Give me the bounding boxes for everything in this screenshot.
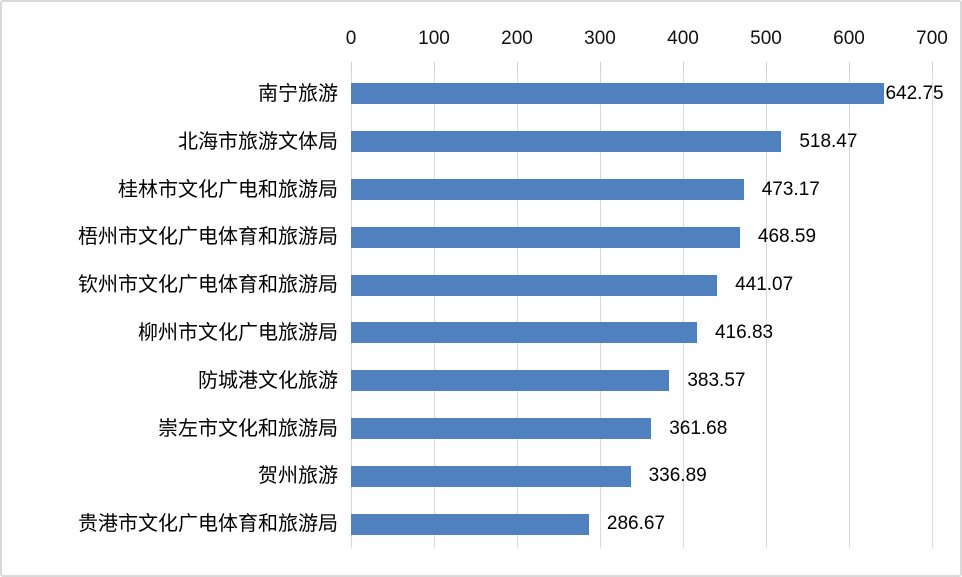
x-axis-tick-icon <box>682 62 684 70</box>
x-axis-tick-label: 100 <box>418 28 450 49</box>
value-label: 383.57 <box>687 369 746 391</box>
x-axis-tick-icon <box>848 62 850 70</box>
bar[interactable] <box>351 131 782 153</box>
x-axis-tick-label: 500 <box>750 28 782 49</box>
gridline <box>848 70 850 548</box>
bar[interactable] <box>351 418 652 439</box>
x-axis-tick-label: 600 <box>833 28 865 49</box>
gridline <box>516 70 518 548</box>
x-axis-tick-icon <box>350 62 352 70</box>
bar[interactable] <box>351 465 631 487</box>
bar[interactable] <box>351 322 697 344</box>
bar[interactable] <box>351 83 885 105</box>
bar[interactable] <box>351 274 718 296</box>
value-label: 468.59 <box>757 226 817 248</box>
category-label: 柳州市文化广电旅游局 <box>138 321 338 344</box>
x-axis-tick-icon <box>516 62 518 70</box>
gridline <box>765 70 767 548</box>
x-axis-tick-label: 300 <box>584 28 616 49</box>
category-label: 梧州市文化广电体育和旅游局 <box>78 226 338 249</box>
value-label: 416.83 <box>714 321 774 343</box>
value-label: 441.07 <box>735 274 794 296</box>
gridline <box>599 70 601 548</box>
gridline <box>350 70 352 548</box>
category-label: 桂林市文化广电和旅游局 <box>118 178 338 201</box>
x-axis-tick-label: 700 <box>916 28 948 49</box>
bar[interactable] <box>351 370 670 392</box>
category-label: 崇左市文化和旅游局 <box>158 417 338 440</box>
x-axis-tick-icon <box>433 62 435 70</box>
x-axis-tick-label: 0 <box>345 28 357 49</box>
bar[interactable] <box>351 513 589 535</box>
value-label: 336.89 <box>648 465 707 487</box>
category-label: 贺州旅游 <box>258 465 338 488</box>
x-axis-tick-label: 200 <box>501 28 533 49</box>
bar[interactable] <box>351 179 744 200</box>
value-label: 642.75 <box>885 82 944 104</box>
gridline <box>682 70 684 548</box>
x-axis-tick-icon <box>931 62 933 70</box>
bar[interactable] <box>351 226 740 248</box>
category-label: 北海市旅游文体局 <box>178 130 338 153</box>
value-label: 518.47 <box>799 130 858 152</box>
category-label: 钦州市文化广电体育和旅游局 <box>78 274 338 297</box>
value-label: 473.17 <box>761 178 820 200</box>
gridline <box>433 70 435 548</box>
value-label: 361.68 <box>669 417 728 439</box>
gridline <box>931 70 933 548</box>
value-label: 286.67 <box>606 513 666 535</box>
category-label: 南宁旅游 <box>258 82 338 105</box>
category-label: 贵港市文化广电体育和旅游局 <box>78 513 338 536</box>
x-axis-tick-label: 400 <box>667 28 699 49</box>
category-label: 防城港文化旅游 <box>198 369 338 392</box>
x-axis-tick-icon <box>599 62 601 70</box>
x-axis-tick-icon <box>765 62 767 70</box>
